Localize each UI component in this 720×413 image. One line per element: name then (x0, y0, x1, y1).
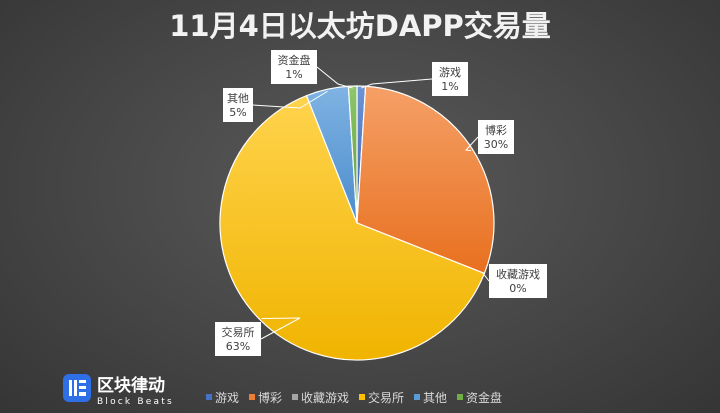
leader-line-exchange (260, 317, 301, 340)
legend-swatch-collectible-game (292, 394, 298, 400)
brand-logo: 区块律动 Block Beats (63, 374, 174, 407)
callout-category-game: 游戏 (439, 66, 461, 79)
callout-game: 游戏1% (432, 62, 468, 96)
callout-box-other (223, 88, 253, 122)
pie-slice-ponzi (347, 85, 358, 224)
pie-slices (219, 85, 495, 361)
legend-swatch-game (206, 394, 212, 400)
pie-slice-gambling (356, 85, 495, 275)
callout-box-ponzi (271, 50, 317, 84)
legend-label-ponzi: 资金盘 (466, 390, 502, 405)
legend: 游戏 博彩 收藏游戏 交易所 其他 资金盘 (206, 390, 502, 405)
legend-label-exchange: 交易所 (368, 390, 404, 405)
legend-label-other: 其他 (423, 391, 447, 405)
brand-subtitle: Block Beats (97, 397, 174, 407)
legend-swatch-other (414, 394, 420, 400)
legend-swatch-ponzi (457, 394, 463, 400)
leader-line-other (252, 90, 328, 109)
callout-value-exchange: 63% (226, 340, 250, 353)
callout-category-ponzi: 资金盘 (278, 53, 311, 67)
callout-category-gambling: 博彩 (485, 124, 507, 137)
legend-swatch-gambling (249, 394, 255, 400)
callout-other: 其他5% (223, 88, 253, 122)
callout-category-other: 其他 (227, 92, 249, 105)
leader-line-collectible-game (482, 272, 490, 282)
legend-swatch-exchange (359, 394, 365, 400)
leader-lines (252, 66, 490, 340)
callout-value-collectible-game: 0% (509, 282, 526, 295)
legend-label-collectible-game: 收藏游戏 (301, 391, 349, 405)
callout-value-ponzi: 1% (285, 68, 302, 81)
legend-label-gambling: 博彩 (258, 390, 282, 405)
legend-label-game: 游戏 (215, 391, 239, 405)
leader-line-game (361, 78, 433, 89)
callout-box-game (432, 62, 468, 96)
leader-line-gambling (464, 136, 479, 152)
callout-value-gambling: 30% (484, 138, 508, 151)
chart-title: 11月4日以太坊DAPP交易量 (169, 9, 551, 43)
callout-box-gambling (478, 120, 514, 154)
leader-line-ponzi (316, 66, 353, 89)
callout-box-exchange (215, 322, 261, 356)
pie-slice-exchange (219, 94, 486, 361)
callout-box-collectible-game (489, 264, 547, 298)
callout-value-game: 1% (441, 80, 458, 93)
callout-value-other: 5% (229, 106, 246, 119)
callout-category-exchange: 交易所 (222, 325, 255, 339)
callout-category-collectible-game: 收藏游戏 (496, 267, 540, 281)
brand-name: 区块律动 (97, 375, 165, 396)
